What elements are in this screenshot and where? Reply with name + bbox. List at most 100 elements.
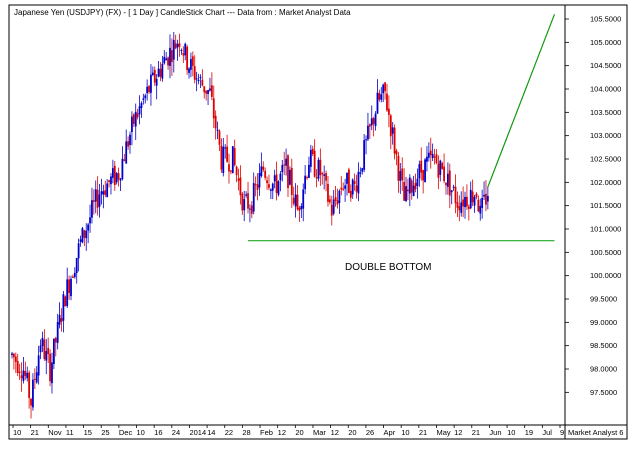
candle-body xyxy=(91,200,93,218)
brand-panel xyxy=(564,424,628,440)
y-tick-label: 103.0000 xyxy=(590,131,621,140)
candle-body xyxy=(117,173,120,180)
candle-body xyxy=(370,118,373,126)
candle-body xyxy=(361,168,364,172)
candle-body xyxy=(235,166,238,176)
candle-body xyxy=(243,199,246,211)
candle-body xyxy=(300,205,303,210)
candle-body xyxy=(176,43,179,48)
candle-body xyxy=(77,243,80,259)
candle-body xyxy=(427,152,430,158)
candle-body xyxy=(483,194,485,197)
candle-body xyxy=(290,167,293,196)
x-tick-label: 20 xyxy=(295,428,303,437)
candle-body xyxy=(138,106,141,115)
candle-body xyxy=(207,90,209,95)
y-tick-label: 101.5000 xyxy=(590,201,621,210)
candle-body xyxy=(190,59,192,70)
x-tick-label: 22 xyxy=(225,428,233,437)
candle-body xyxy=(304,175,307,190)
candle-body xyxy=(134,111,137,127)
candle-body xyxy=(35,372,38,383)
chart-title: Japanese Yen (USDJPY) (FX) - [ 1 Day ] C… xyxy=(14,8,351,17)
candle-body xyxy=(439,160,442,175)
y-tick-label: 102.0000 xyxy=(590,178,621,187)
candle-body xyxy=(174,43,177,49)
candle-body xyxy=(125,141,128,164)
candle-body xyxy=(24,370,27,376)
candle-body xyxy=(136,113,139,118)
candle-body xyxy=(51,362,53,384)
candle-body xyxy=(306,177,308,179)
candle-body xyxy=(30,398,32,406)
candle-body xyxy=(39,345,42,353)
candle-body xyxy=(205,90,208,94)
candle-body xyxy=(321,173,324,175)
candle-body xyxy=(477,199,480,212)
candle-body xyxy=(237,178,240,181)
x-tick-label: 28 xyxy=(242,428,250,437)
candle-body xyxy=(231,146,234,174)
x-tick-label: 19 xyxy=(525,428,533,437)
candle-body xyxy=(287,155,289,189)
candle-body xyxy=(199,77,202,79)
candle-body xyxy=(115,173,118,183)
candle-body xyxy=(435,154,438,164)
candle-body xyxy=(229,170,232,172)
candle-body xyxy=(56,322,59,343)
candle-body xyxy=(62,294,65,321)
candle-body xyxy=(249,208,251,210)
candle-body xyxy=(140,103,143,108)
candle-body xyxy=(277,181,280,195)
candle-body xyxy=(393,127,396,154)
candle-body xyxy=(49,353,51,382)
candle-body xyxy=(222,146,225,173)
y-tick-label: 99.0000 xyxy=(590,318,617,327)
candle-body xyxy=(275,174,278,193)
price-axis: 105.5000 105.0000 104.5000 104.0000 103.5000… xyxy=(565,15,621,397)
candle-body xyxy=(426,156,428,162)
candle-body xyxy=(87,224,90,231)
candle-body xyxy=(64,296,67,307)
candle-body xyxy=(96,189,99,208)
candle-body xyxy=(283,164,286,166)
y-tick-label: 101.0000 xyxy=(590,225,621,234)
candle-body xyxy=(203,86,206,93)
candle-body xyxy=(296,194,299,210)
candle-body xyxy=(338,190,341,204)
x-tick-label: Nov xyxy=(48,428,62,437)
candle-body xyxy=(121,158,124,180)
candle-body xyxy=(475,193,478,198)
x-tick-label: 15 xyxy=(84,428,92,437)
candle-body xyxy=(332,199,335,214)
x-tick-label: 20 xyxy=(348,428,356,437)
candle-body xyxy=(268,184,270,188)
date-axis: 10 21 Nov 11 15 25 Dec 10 16 24 2014 14 22 28 Feb 12 20 M… xyxy=(12,425,564,437)
x-tick-label: 21 xyxy=(419,428,427,437)
candle-body xyxy=(340,187,343,190)
candle-body xyxy=(262,166,265,170)
candle-body xyxy=(11,353,13,356)
candle-body xyxy=(467,206,470,209)
candle-body xyxy=(197,79,200,82)
candle-body xyxy=(374,113,377,127)
candle-body xyxy=(132,114,135,124)
candle-body xyxy=(151,72,154,76)
candle-body xyxy=(443,166,445,182)
candle-body xyxy=(14,356,17,362)
candle-body xyxy=(308,164,310,178)
candle-body xyxy=(92,200,95,202)
candle-body xyxy=(319,159,322,176)
candle-body xyxy=(391,127,394,134)
candle-body xyxy=(83,230,86,238)
candle-body xyxy=(193,66,196,80)
candle-body xyxy=(349,190,352,198)
candle-body xyxy=(104,190,107,195)
double-bottom-annotation: DOUBLE BOTTOM xyxy=(345,262,432,273)
candle-body xyxy=(441,163,444,169)
candle-body xyxy=(33,378,36,380)
candle-body xyxy=(357,171,360,194)
y-tick-label: 100.5000 xyxy=(590,248,621,257)
candle-body xyxy=(269,189,272,191)
x-tick-label: May xyxy=(436,428,450,437)
